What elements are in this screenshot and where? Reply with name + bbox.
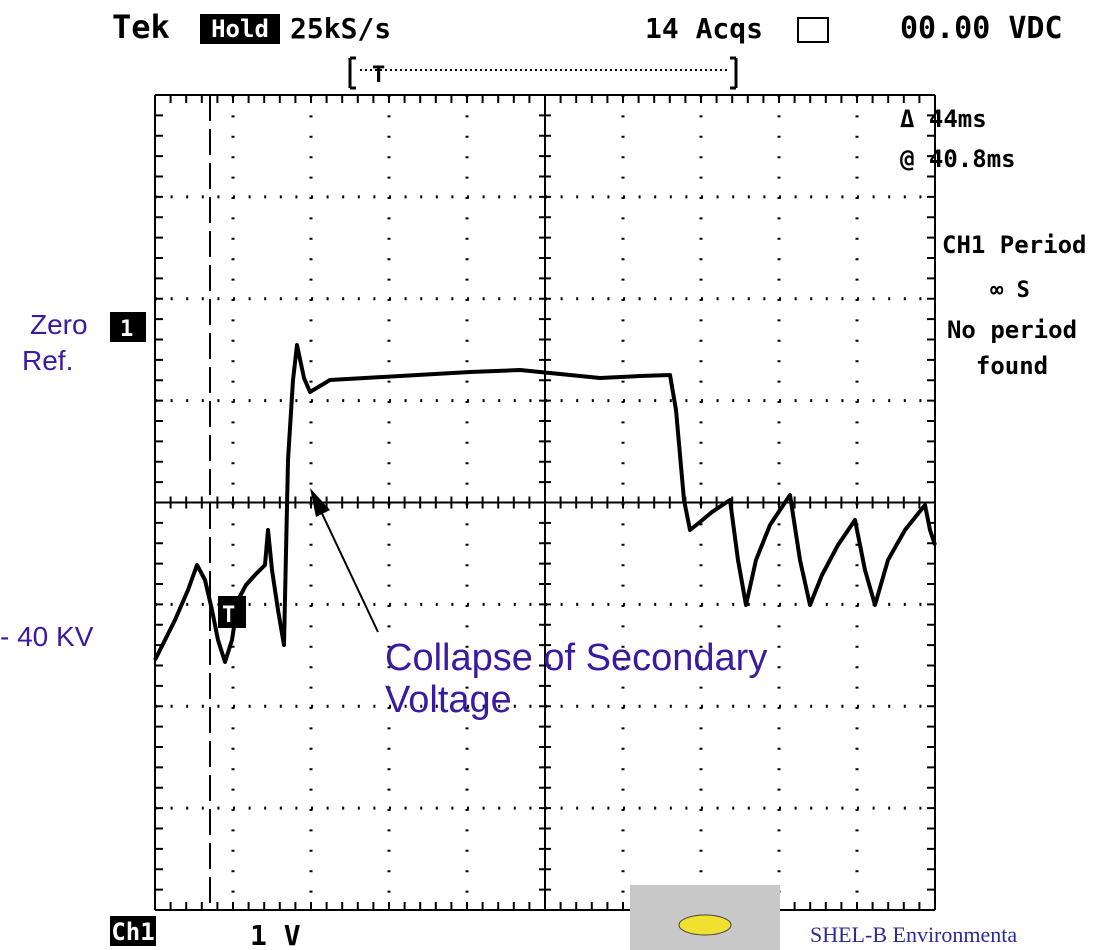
cursor-at: @ 40.8ms xyxy=(900,145,1016,173)
channel-box xyxy=(110,916,156,946)
readout: 00.00 VDC xyxy=(900,11,1063,46)
credit: SHEL-B Environmenta xyxy=(810,922,1017,947)
measurement-label: CH1 Period xyxy=(942,231,1087,259)
hold-box xyxy=(200,14,280,44)
trigger-level-marker xyxy=(218,596,246,628)
logo-figure xyxy=(678,914,732,936)
waveform xyxy=(153,343,937,664)
zero-ref: Ref. xyxy=(22,345,73,376)
arrow-head xyxy=(310,488,330,517)
measurement-status: found xyxy=(976,352,1048,380)
mode: Hold xyxy=(211,15,269,43)
channel-ground: 1 xyxy=(120,317,133,342)
zero-ref: Zero xyxy=(30,309,88,340)
graticule xyxy=(154,94,936,911)
footer-scale: 1 V xyxy=(250,919,301,950)
trigger-level: T xyxy=(222,603,235,628)
measurement-status: No period xyxy=(947,316,1077,344)
sample-rate: 25kS/s xyxy=(290,12,391,45)
callout: Voltage xyxy=(385,679,512,721)
callout: Collapse of Secondary xyxy=(385,637,767,679)
trigger-position: T xyxy=(372,63,385,88)
cursor-delta: Δ 44ms xyxy=(900,105,987,133)
trigger-bracket xyxy=(348,56,738,90)
trigger-icon xyxy=(797,17,829,43)
ground-marker xyxy=(110,312,146,342)
measurement-value: ∞ S xyxy=(990,278,1030,303)
brand: Tek xyxy=(112,8,170,46)
callout-arrow xyxy=(317,504,379,633)
acquisitions: 14 Acqs xyxy=(645,12,763,45)
level-label: - 40 KV xyxy=(0,621,94,652)
footer-channel: Ch1 xyxy=(111,918,154,946)
